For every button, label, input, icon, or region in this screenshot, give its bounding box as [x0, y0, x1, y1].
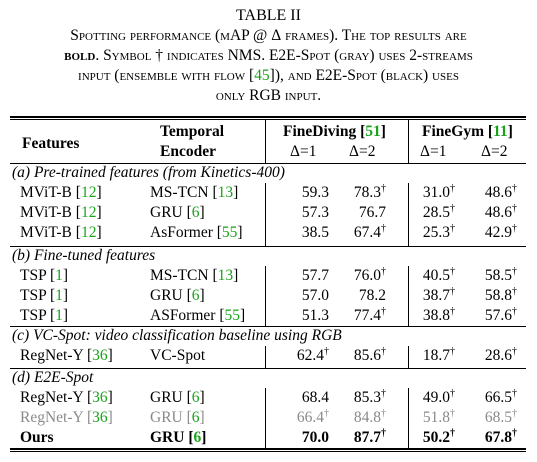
bottom-rule: [10, 448, 526, 450]
row-value-3: 18.7†: [422, 345, 455, 364]
row-feature: TSP [1]: [20, 267, 69, 284]
caption-line-1: Spotting performance (mAP @ Δ frames). T…: [70, 27, 467, 44]
row-value-2: 78.3†: [353, 182, 386, 201]
row-feature: MViT-B [12]: [20, 224, 102, 241]
row-value-3: 38.8†: [422, 305, 455, 324]
vrule-header-2: [408, 120, 409, 163]
row-encoder: ASFormer [55]: [150, 307, 246, 324]
row-encoder: GRU [6]: [150, 409, 205, 426]
row-value-3: 51.8†: [422, 407, 455, 426]
bottom-rule-2: [10, 451, 526, 452]
row-value-3: 25.3†: [422, 222, 455, 241]
row-value-3: 31.0†: [422, 182, 455, 201]
row-value-2: 78.2: [358, 287, 386, 304]
row-feature: RegNet-Y [36]: [20, 409, 113, 426]
vrule-b-1: [265, 266, 266, 326]
row-value-1: 66.4†: [296, 407, 329, 426]
header-rule: [10, 163, 526, 164]
row-encoder: GRU [6]: [150, 389, 205, 406]
row-value-4: 66.5†: [484, 387, 517, 406]
row-encoder: GRU [6]: [150, 204, 205, 221]
row-value-4: 48.6†: [484, 182, 517, 201]
section-rule-d: [10, 368, 526, 369]
row-value-4: 28.6†: [484, 345, 517, 364]
row-value-4: 68.5†: [484, 407, 517, 426]
section-c-label: (c) VC-Spot: video classification baseli…: [12, 327, 342, 344]
caption-line-3: input (ensemble with flow [45]), and E2E…: [78, 67, 459, 84]
row-value-4: 57.6†: [484, 305, 517, 324]
row-feature: RegNet-Y [36]: [20, 347, 113, 364]
row-value-3: 50.2†: [422, 427, 455, 446]
row-value-1: 38.5: [301, 224, 329, 241]
header-encoder: Encoder: [160, 143, 216, 160]
vrule-c-2: [408, 346, 409, 368]
section-b-label: (b) Fine-tuned features: [12, 247, 156, 264]
row-value-2: 84.8†: [353, 407, 386, 426]
vrule-d-2: [408, 388, 409, 449]
row-value-2: 76.0†: [353, 265, 386, 284]
row-encoder: AsFormer [55]: [150, 224, 243, 241]
row-value-3: 40.5†: [422, 265, 455, 284]
row-value-4: 67.8†: [484, 427, 517, 446]
caption-line-2: bold. Symbol † indicates NMS. E2E-Spot (…: [64, 47, 473, 64]
row-encoder: MS-TCN [13]: [150, 267, 239, 284]
vrule-c-1: [265, 346, 266, 368]
row-value-4: 48.6†: [484, 202, 517, 221]
row-value-2: 85.3†: [353, 387, 386, 406]
row-encoder: VC-Spot: [150, 347, 206, 364]
section-a-label: (a) Pre-trained features (from Kinetics-…: [12, 164, 285, 181]
header-fd-delta1: Δ=1: [290, 143, 317, 160]
top-rule: [10, 116, 526, 118]
row-encoder: GRU [6]: [150, 429, 207, 446]
section-rule-b: [10, 246, 526, 247]
row-value-2: 77.4†: [353, 305, 386, 324]
row-value-3: 49.0†: [422, 387, 455, 406]
row-feature: MViT-B [12]: [20, 184, 102, 201]
row-encoder: MS-TCN [13]: [150, 184, 239, 201]
row-value-4: 58.8†: [484, 285, 517, 304]
header-fg-delta1: Δ=1: [420, 143, 447, 160]
header-finediving: FineDiving [51]: [283, 123, 386, 140]
vrule-header-1: [265, 120, 266, 163]
row-feature: TSP [1]: [20, 287, 69, 304]
row-value-1: 57.3: [301, 204, 329, 221]
row-feature: TSP [1]: [20, 307, 69, 324]
header-fd-delta2: Δ=2: [349, 143, 376, 160]
row-value-1: 57.7: [301, 267, 329, 284]
caption-line-4: only RGB input.: [215, 87, 322, 104]
row-value-1: 51.3: [301, 307, 329, 324]
header-features: Features: [22, 135, 80, 152]
vrule-a-1: [265, 183, 266, 246]
header-fg-delta2: Δ=2: [481, 143, 508, 160]
row-value-2: 67.4†: [353, 222, 386, 241]
vrule-d-1: [265, 388, 266, 449]
row-feature: MViT-B [12]: [20, 204, 102, 221]
row-value-4: 42.9†: [484, 222, 517, 241]
section-rule-c: [10, 326, 526, 327]
row-feature: RegNet-Y [36]: [20, 389, 113, 406]
row-value-4: 58.5†: [484, 265, 517, 284]
row-value-1: 59.3: [301, 184, 329, 201]
row-value-1: 70.0: [301, 429, 329, 446]
top-rule-2: [10, 119, 526, 120]
vrule-b-2: [408, 266, 409, 326]
header-temporal: Temporal: [160, 123, 225, 140]
row-value-2: 87.7†: [353, 427, 386, 446]
row-value-3: 38.7†: [422, 285, 455, 304]
vrule-a-2: [408, 183, 409, 246]
row-value-1: 62.4†: [296, 345, 329, 364]
row-value-3: 28.5†: [422, 202, 455, 221]
table-number: TABLE II: [236, 7, 301, 24]
row-value-1: 57.0: [301, 287, 329, 304]
row-feature: Ours: [20, 429, 54, 446]
row-value-2: 85.6†: [353, 345, 386, 364]
header-finegym: FineGym [11]: [422, 123, 513, 140]
row-value-1: 68.4: [301, 389, 329, 406]
section-d-label: (d) E2E-Spot: [12, 369, 94, 386]
row-encoder: GRU [6]: [150, 287, 205, 304]
row-value-2: 76.7: [358, 204, 386, 221]
